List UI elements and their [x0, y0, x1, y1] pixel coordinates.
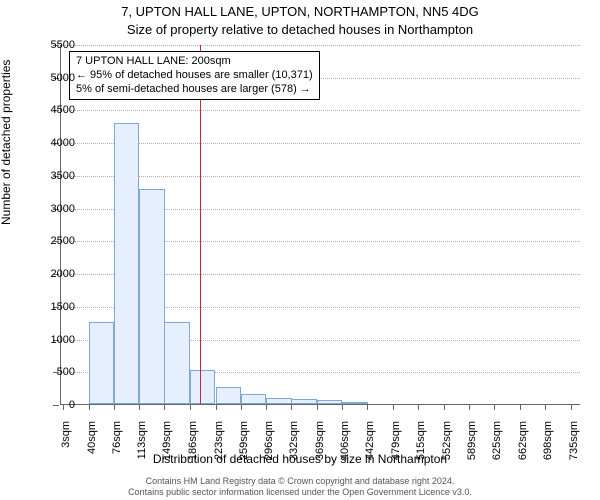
x-tick: [241, 404, 242, 410]
histogram-bar: [164, 322, 189, 404]
x-tick-label: 223sqm: [213, 421, 225, 471]
annotation-line3: 5% of semi-detached houses are larger (5…: [76, 83, 313, 97]
histogram-bar: [241, 394, 266, 404]
chart-title-line2: Size of property relative to detached ho…: [0, 22, 600, 37]
x-tick: [494, 404, 495, 410]
x-tick-label: 589sqm: [466, 421, 478, 471]
y-tick-label: 3500: [35, 170, 75, 182]
chart-title-line1: 7, UPTON HALL LANE, UPTON, NORTHAMPTON, …: [0, 4, 600, 19]
x-tick-label: 259sqm: [238, 421, 250, 471]
x-tick-label: 296sqm: [263, 421, 275, 471]
x-tick: [89, 404, 90, 410]
x-tick: [520, 404, 521, 410]
histogram-bar: [139, 189, 164, 404]
x-tick: [367, 404, 368, 410]
x-tick-label: 479sqm: [390, 421, 402, 471]
y-axis-title: Number of detached properties: [0, 60, 13, 225]
x-tick: [571, 404, 572, 410]
histogram-bar: [266, 398, 291, 404]
footer: Contains HM Land Registry data © Crown c…: [0, 476, 600, 498]
histogram-bar: [291, 399, 316, 404]
x-tick-label: 406sqm: [339, 421, 351, 471]
x-tick-label: 76sqm: [111, 421, 123, 471]
x-tick: [114, 404, 115, 410]
y-tick-label: 1500: [35, 301, 75, 313]
footer-line2: Contains public sector information licen…: [0, 487, 600, 498]
y-tick-label: 4000: [35, 137, 75, 149]
plot-area: 7 UPTON HALL LANE: 200sqm ← 95% of detac…: [60, 45, 580, 405]
y-tick-label: 5500: [35, 39, 75, 51]
x-tick: [190, 404, 191, 410]
x-tick-label: 113sqm: [136, 421, 148, 471]
x-tick-label: 515sqm: [415, 421, 427, 471]
x-tick-label: 442sqm: [364, 421, 376, 471]
x-tick: [317, 404, 318, 410]
y-tick-label: 500: [35, 366, 75, 378]
histogram-bar: [216, 387, 241, 404]
x-tick: [164, 404, 165, 410]
x-tick-label: 625sqm: [491, 421, 503, 471]
x-tick: [342, 404, 343, 410]
x-tick-label: 3sqm: [60, 421, 72, 471]
x-tick-label: 332sqm: [288, 421, 300, 471]
x-tick: [444, 404, 445, 410]
annotation-box: 7 UPTON HALL LANE: 200sqm ← 95% of detac…: [69, 51, 320, 100]
annotation-line1: 7 UPTON HALL LANE: 200sqm: [76, 55, 313, 69]
y-tick-label: 2500: [35, 235, 75, 247]
histogram-bar: [89, 322, 114, 404]
y-tick-label: 5000: [35, 72, 75, 84]
x-tick: [139, 404, 140, 410]
annotation-line2: ← 95% of detached houses are smaller (10…: [76, 69, 313, 83]
x-tick-label: 369sqm: [314, 421, 326, 471]
footer-line1: Contains HM Land Registry data © Crown c…: [0, 476, 600, 487]
y-tick-label: 1000: [35, 334, 75, 346]
x-tick-label: 552sqm: [441, 421, 453, 471]
gridline: [61, 45, 580, 46]
x-tick-label: 149sqm: [161, 421, 173, 471]
x-tick: [393, 404, 394, 410]
x-tick-label: 662sqm: [517, 421, 529, 471]
gridline: [61, 110, 580, 111]
histogram-bar: [317, 400, 342, 404]
x-tick: [266, 404, 267, 410]
x-tick-label: 186sqm: [187, 421, 199, 471]
x-tick: [469, 404, 470, 410]
x-tick: [418, 404, 419, 410]
y-tick-label: 3000: [35, 203, 75, 215]
x-tick-label: 698sqm: [542, 421, 554, 471]
x-tick-label: 40sqm: [86, 421, 98, 471]
y-tick-label: 0: [35, 399, 75, 411]
histogram-bar: [342, 402, 367, 404]
x-tick-label: 735sqm: [568, 421, 580, 471]
y-tick-label: 2000: [35, 268, 75, 280]
x-tick: [291, 404, 292, 410]
y-tick-label: 4500: [35, 104, 75, 116]
histogram-page: 7, UPTON HALL LANE, UPTON, NORTHAMPTON, …: [0, 0, 600, 500]
histogram-bar: [114, 123, 139, 404]
x-tick: [545, 404, 546, 410]
histogram-bar: [190, 370, 215, 404]
x-tick: [216, 404, 217, 410]
